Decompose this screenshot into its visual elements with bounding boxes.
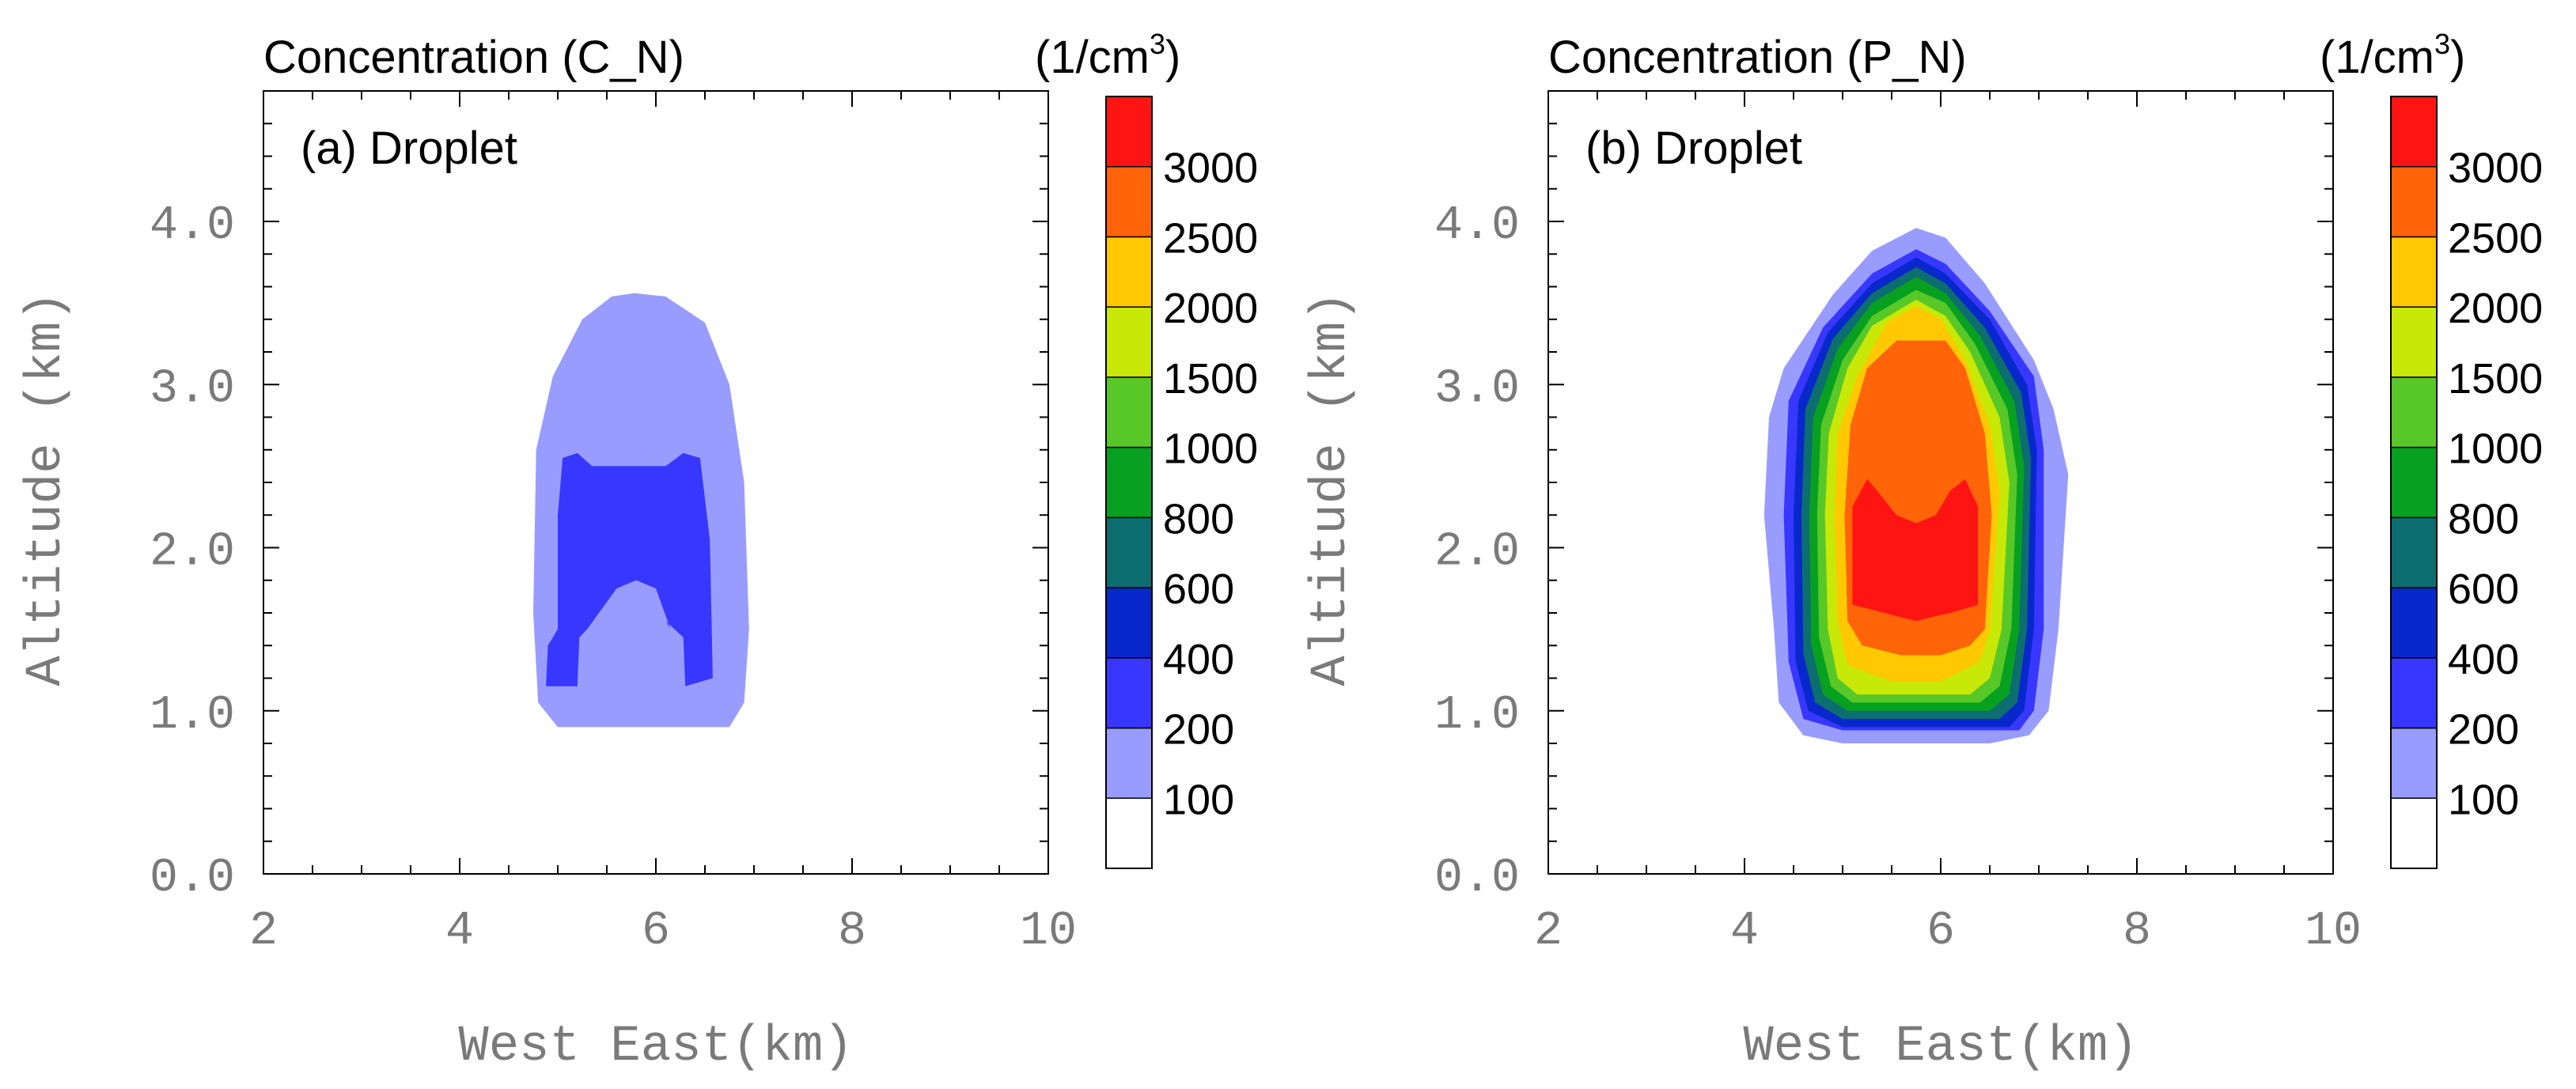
x-tick-label: 8 [2123, 905, 2151, 959]
colorbar-box [1105, 165, 1153, 238]
colorbar-label: 2000 [1163, 285, 1258, 332]
colorbar-box [2390, 657, 2438, 729]
panel-b: 2 4 6 8 10 0.0 1.0 2.0 3.0 4.0 West East(km) Altitu… [1303, 28, 2543, 1076]
x-tick-label: 4 [1730, 905, 1759, 959]
y-tick-label: 1.0 [1434, 689, 1520, 743]
colorbar-label: 2500 [2448, 214, 2543, 262]
colorbar-box [2390, 587, 2438, 659]
colorbar-label: 100 [1163, 776, 1234, 823]
colorbar-box [2390, 446, 2438, 519]
colorbar-box [1105, 306, 1153, 378]
units-exponent: 3 [1150, 28, 1165, 60]
x-tick-label: 6 [642, 905, 670, 959]
x-tick-label: 2 [249, 905, 278, 959]
colorbar-box [1105, 236, 1153, 308]
panel-a: 2 4 6 8 10 0.0 1.0 2.0 3.0 4.0 West East(km) Altitu… [18, 28, 1258, 1076]
colorbar-frame [1105, 96, 1153, 869]
units-label: (1/cm3) [2320, 28, 2465, 83]
y-tick-label: 2.0 [150, 526, 235, 580]
colorbar-box [2390, 516, 2438, 588]
colorbar-label: 2500 [1163, 214, 1258, 262]
colorbar-label: 1500 [1163, 355, 1258, 403]
colorbar-box [2390, 306, 2438, 378]
colorbar-box [1105, 446, 1153, 519]
colorbar-label: 1000 [1163, 425, 1258, 473]
x-axis-label: West East(km) [458, 1019, 853, 1076]
y-tick-label: 1.0 [150, 689, 235, 743]
units-text: (1/cm [1035, 32, 1150, 83]
chart-title: Concentration (C_N) [263, 32, 684, 83]
y-tick-label: 0.0 [1434, 852, 1520, 906]
colorbar-label: 800 [1163, 495, 1234, 543]
colorbar-box [2390, 96, 2438, 168]
x-tick-label: 6 [1926, 905, 1955, 959]
units-exponent: 3 [2434, 28, 2450, 60]
colorbar-label: 3000 [2448, 145, 2543, 192]
y-tick-label: 0.0 [150, 852, 235, 906]
y-axis-label: Altitude (km) [1303, 291, 1360, 686]
colorbar-box [1105, 96, 1153, 168]
colorbar-label: 100 [2448, 776, 2519, 823]
x-tick-label: 10 [2305, 905, 2362, 959]
colorbar-label: 600 [1163, 565, 1234, 613]
colorbar-box [2390, 376, 2438, 448]
units-close: ) [1165, 32, 1180, 83]
units-close: ) [2450, 32, 2465, 83]
x-tick-label: 4 [445, 905, 474, 959]
colorbar-label: 1000 [2448, 425, 2543, 473]
y-tick-label: 2.0 [1434, 526, 1520, 580]
colorbar-box [1105, 657, 1153, 729]
colorbar-box [1105, 516, 1153, 588]
y-axis-label: Altitude (km) [18, 291, 75, 686]
colorbar-label: 600 [2448, 565, 2519, 613]
colorbar-label: 3000 [1163, 145, 1258, 192]
colorbar-label: 200 [2448, 706, 2519, 754]
chart-title: Concentration (P_N) [1548, 32, 1967, 83]
y-tick-label: 3.0 [150, 362, 235, 416]
colorbar-box [2390, 236, 2438, 308]
colorbar-box [1105, 797, 1153, 869]
panel-label: (a) Droplet [301, 123, 517, 174]
x-tick-label: 10 [1020, 905, 1077, 959]
colorbar-label: 2000 [2448, 285, 2543, 332]
colorbar-label: 400 [1163, 636, 1234, 683]
colorbar-label: 200 [1163, 706, 1234, 754]
contour-region-200 [546, 452, 713, 686]
colorbar-box [1105, 376, 1153, 448]
colorbar-box [2390, 797, 2438, 869]
contour-region-3000 [1852, 478, 1979, 622]
colorbar-label: 800 [2448, 495, 2519, 543]
y-tick-label: 3.0 [1434, 362, 1520, 416]
units-text: (1/cm [2320, 32, 2434, 83]
x-tick-label: 8 [838, 905, 866, 959]
colorbar-box [2390, 727, 2438, 800]
colorbar-label: 1500 [2448, 355, 2543, 403]
y-tick-label: 4.0 [1434, 199, 1520, 253]
x-tick-label: 2 [1534, 905, 1563, 959]
x-axis-label: West East(km) [1743, 1019, 2138, 1076]
colorbar-frame [2390, 96, 2438, 869]
panel-label: (b) Droplet [1585, 123, 1802, 174]
colorbar-box [1105, 727, 1153, 800]
y-tick-label: 4.0 [150, 199, 235, 253]
colorbar-box [1105, 587, 1153, 659]
colorbar-box [2390, 165, 2438, 238]
units-label: (1/cm3) [1035, 28, 1180, 83]
colorbar-label: 400 [2448, 636, 2519, 683]
